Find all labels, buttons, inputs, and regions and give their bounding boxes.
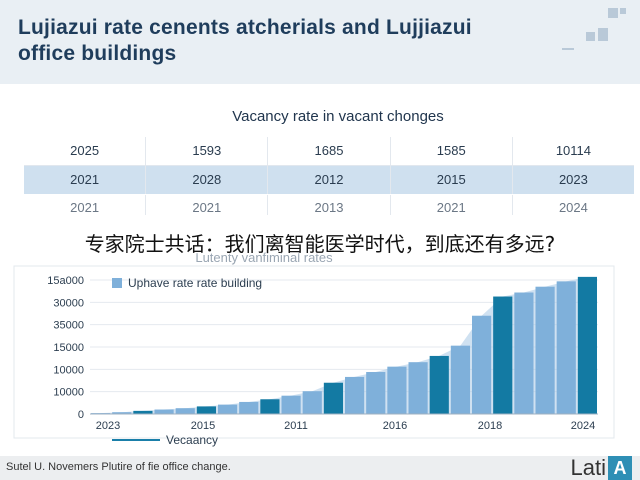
bar (175, 408, 195, 414)
table-cell: 2013 (268, 195, 391, 215)
table-cell: 2025 (24, 137, 147, 165)
bar (535, 286, 555, 414)
table-cell: 2012 (268, 166, 391, 194)
y-tick-label: 10000 (53, 364, 84, 376)
brand-logo: Lati A (571, 456, 632, 480)
bar (260, 399, 280, 414)
bar (387, 366, 407, 414)
logo-text: Lati (570, 455, 606, 480)
logo-mark-icon: A (608, 456, 632, 480)
table-cell: 2021 (24, 195, 147, 215)
y-tick-label: 15a000 (47, 275, 84, 287)
table-row: 2025 1593 1685 1585 10114 (24, 137, 634, 166)
bar (133, 410, 153, 414)
vacancy-bar-chart: 0 10000 10000 15000 35000 30000 15a000 2023 2015… (13, 265, 615, 447)
bar (556, 281, 576, 414)
bar (493, 296, 513, 414)
legend-label: Uphave rate rate building (128, 276, 262, 290)
page-title: Lujiazui rate cenents atcherials and Luj… (18, 16, 472, 65)
bar (281, 395, 301, 414)
table-cell: 2021 (24, 166, 147, 194)
overlay-headline: 专家院士共话：我们离智能医学时代，到底还有多远? (84, 232, 556, 256)
table-cell: 2023 (558, 172, 588, 187)
legend-label: Vecaancy (166, 433, 218, 447)
y-tick-label: 15000 (53, 342, 84, 354)
bar (366, 372, 386, 414)
legend-swatch (112, 278, 122, 288)
bar (323, 382, 343, 414)
decorative-squares (550, 6, 630, 56)
table-title: Vacancy rate in vacant chonges (232, 108, 444, 125)
bar (345, 376, 365, 414)
bar (577, 276, 597, 414)
bar (218, 404, 238, 414)
bar (450, 345, 470, 414)
x-tick-label: 2015 (191, 420, 215, 432)
header-band: Lujiazui rate cenents atcherials and Luj… (0, 0, 640, 84)
x-tick-label: 2011 (284, 420, 308, 432)
table-cell: 1593 (146, 137, 269, 165)
chart-title: Lutenty vanfiminal rates (195, 250, 333, 265)
table-row: 2021 2021 2013 2021 2024 (24, 195, 634, 215)
x-tick-label: 2023 (96, 420, 120, 432)
table-cell: 2015 (391, 166, 513, 194)
table-cell: 2024 (558, 200, 588, 215)
bar (302, 391, 322, 414)
x-tick-label: 2016 (383, 420, 407, 432)
y-tick-label: 0 (78, 409, 84, 421)
footer-band (0, 456, 640, 480)
table-cell: 1585 (391, 137, 513, 165)
figure-caption: Sutel U. Novemers Plutire of fie office … (6, 461, 231, 473)
bar (196, 406, 216, 414)
bar (514, 292, 534, 414)
bar (154, 409, 174, 414)
bar (239, 401, 259, 414)
bar (408, 362, 428, 414)
bar (112, 412, 132, 414)
x-tick-label: 2018 (478, 420, 502, 432)
table-row: 2021 2028 2012 2015 2023 (24, 166, 634, 194)
table-cell: 2021 (146, 195, 269, 215)
table-cell: 2028 (146, 166, 269, 194)
y-tick-label: 30000 (53, 297, 84, 309)
table-cell: 10114 (555, 143, 591, 158)
y-tick-label: 10000 (53, 387, 84, 399)
bar (429, 355, 449, 414)
y-tick-label: 35000 (53, 320, 84, 332)
table-cell: 1685 (268, 137, 391, 165)
bar (472, 315, 492, 414)
table-cell: 2021 (391, 195, 513, 215)
x-tick-label: 2024 (571, 420, 595, 432)
